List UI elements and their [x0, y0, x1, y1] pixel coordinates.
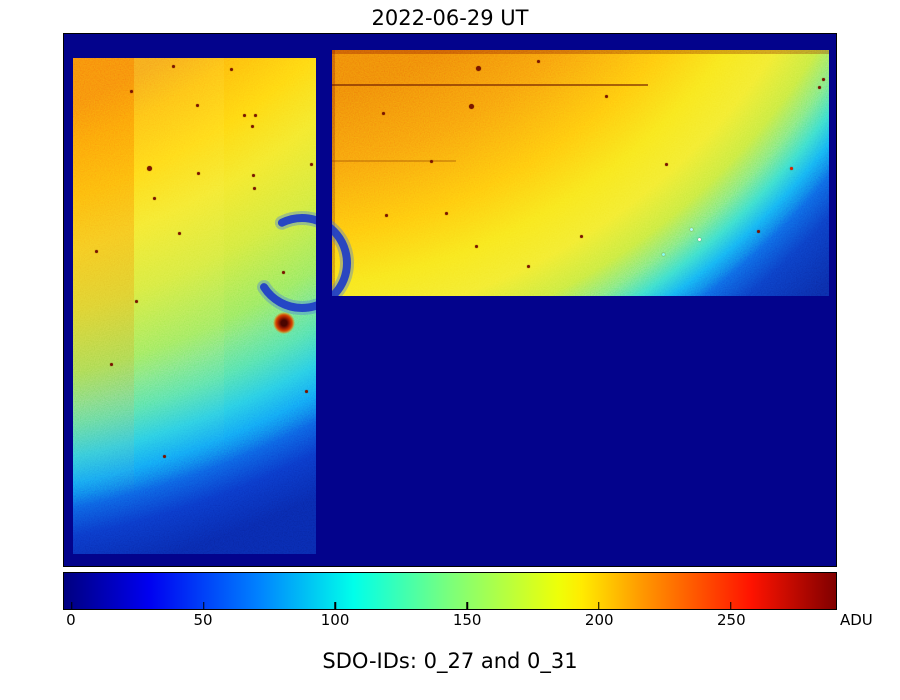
colorbar	[63, 572, 837, 610]
colorbar-tick-label: 150	[452, 611, 482, 629]
colorbar-tick	[334, 602, 337, 609]
ccd-frame-right	[332, 50, 829, 296]
colorbar-tick	[729, 602, 732, 609]
sensor-noise-overlay	[332, 50, 829, 296]
colorbar-tick-label: 0	[66, 611, 76, 629]
colorbar-unit-label: ADU	[840, 611, 873, 629]
colorbar-tick-label: 50	[193, 611, 213, 629]
sensor-noise-overlay	[73, 58, 316, 554]
colorbar-tick	[71, 602, 73, 609]
colorbar-tick	[202, 602, 205, 609]
figure-caption: SDO-IDs: 0_27 and 0_31	[322, 649, 578, 673]
colorbar-tick-label: 250	[717, 611, 746, 629]
figure-title: 2022-06-29 UT	[371, 6, 529, 30]
ccd-frame-left	[73, 58, 316, 554]
colorbar-tick	[466, 602, 468, 609]
colorbar-tick-label: 100	[320, 611, 350, 629]
image-axes	[63, 33, 837, 567]
colorbar-tick	[598, 602, 600, 609]
defocus-ring-arc-right	[332, 84, 648, 296]
defocus-ring-arc-left	[250, 211, 316, 315]
colorbar-tick-label: 200	[584, 611, 614, 629]
saturated-star-spot	[273, 312, 295, 334]
